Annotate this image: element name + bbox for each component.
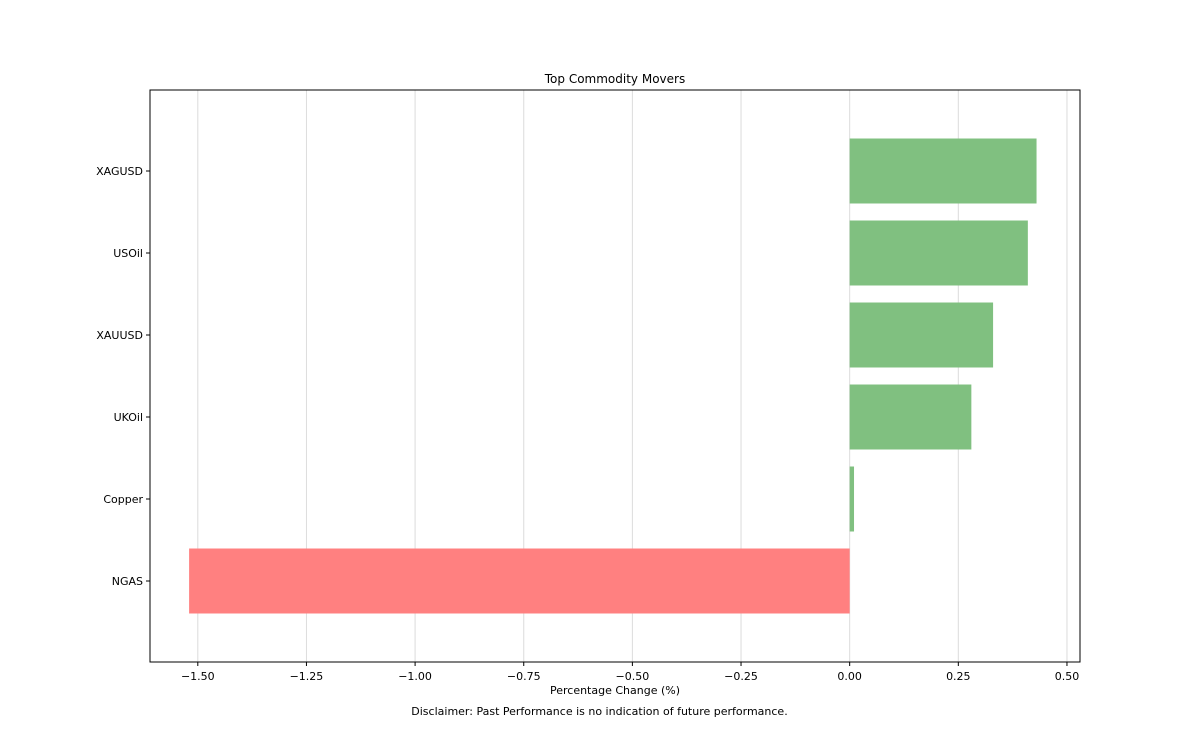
disclaimer-text: Disclaimer: Past Performance is no indic… (411, 705, 788, 718)
bar-xagusd (849, 138, 1037, 204)
y-tick-label: NGAS (112, 575, 143, 588)
x-tick-label: 0.00 (837, 670, 862, 683)
y-tick-label: USOil (113, 247, 143, 260)
bars (189, 138, 1037, 614)
x-tick-label: 0.25 (946, 670, 971, 683)
bar-xauusd (849, 302, 994, 368)
chart-title: Top Commodity Movers (544, 72, 685, 86)
y-tick-label: UKOil (114, 411, 143, 424)
x-ticks: −1.50 −1.25 −1.00 −0.75 −0.50 −0.25 0.00 0.25 0.… (181, 662, 1079, 683)
bar-copper (849, 466, 855, 532)
plot-frame (149, 89, 1081, 663)
y-tick-label: Copper (103, 493, 143, 506)
x-tick-label: −1.00 (398, 670, 432, 683)
x-tick-label: −1.50 (181, 670, 215, 683)
y-ticks: XAGUSD USOil XAUUSD UKOil Copper NGAS (96, 165, 150, 588)
x-tick-label: −0.25 (724, 670, 758, 683)
x-tick-label: 0.50 (1055, 670, 1080, 683)
x-tick-label: −0.50 (616, 670, 650, 683)
bar-ngas (189, 548, 850, 614)
x-axis-label: Percentage Change (%) (550, 684, 680, 697)
bar-ukoil (849, 384, 972, 450)
y-tick-label: XAUUSD (96, 329, 143, 342)
x-tick-label: −0.75 (507, 670, 541, 683)
y-tick-label: XAGUSD (96, 165, 143, 178)
bar-usoil (849, 220, 1028, 286)
x-tick-label: −1.25 (290, 670, 324, 683)
